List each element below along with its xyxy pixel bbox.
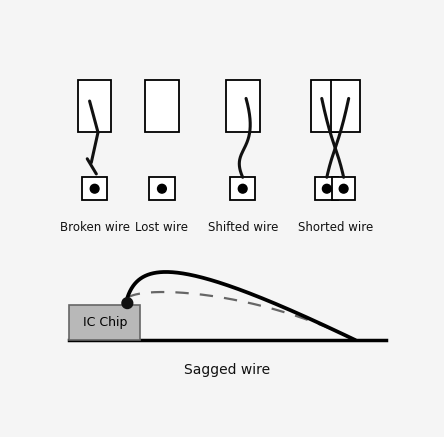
Circle shape (322, 184, 331, 193)
Text: Sagged wire: Sagged wire (185, 364, 270, 378)
Circle shape (238, 184, 247, 193)
Text: Shifted wire: Shifted wire (207, 221, 278, 234)
Bar (315, 177, 338, 200)
Bar (69, 305, 140, 340)
Circle shape (339, 184, 348, 193)
Circle shape (122, 298, 133, 309)
Bar (78, 80, 111, 132)
Bar (226, 80, 259, 132)
Bar (311, 80, 339, 132)
Bar (145, 80, 179, 132)
Bar (331, 80, 360, 132)
Text: Shorted wire: Shorted wire (297, 221, 373, 234)
Circle shape (158, 184, 166, 193)
Text: Broken wire: Broken wire (59, 221, 130, 234)
Bar (149, 177, 174, 200)
Text: Lost wire: Lost wire (135, 221, 188, 234)
Circle shape (90, 184, 99, 193)
Text: IC Chip: IC Chip (83, 316, 127, 329)
Bar (82, 177, 107, 200)
Bar (332, 177, 355, 200)
Bar (230, 177, 255, 200)
